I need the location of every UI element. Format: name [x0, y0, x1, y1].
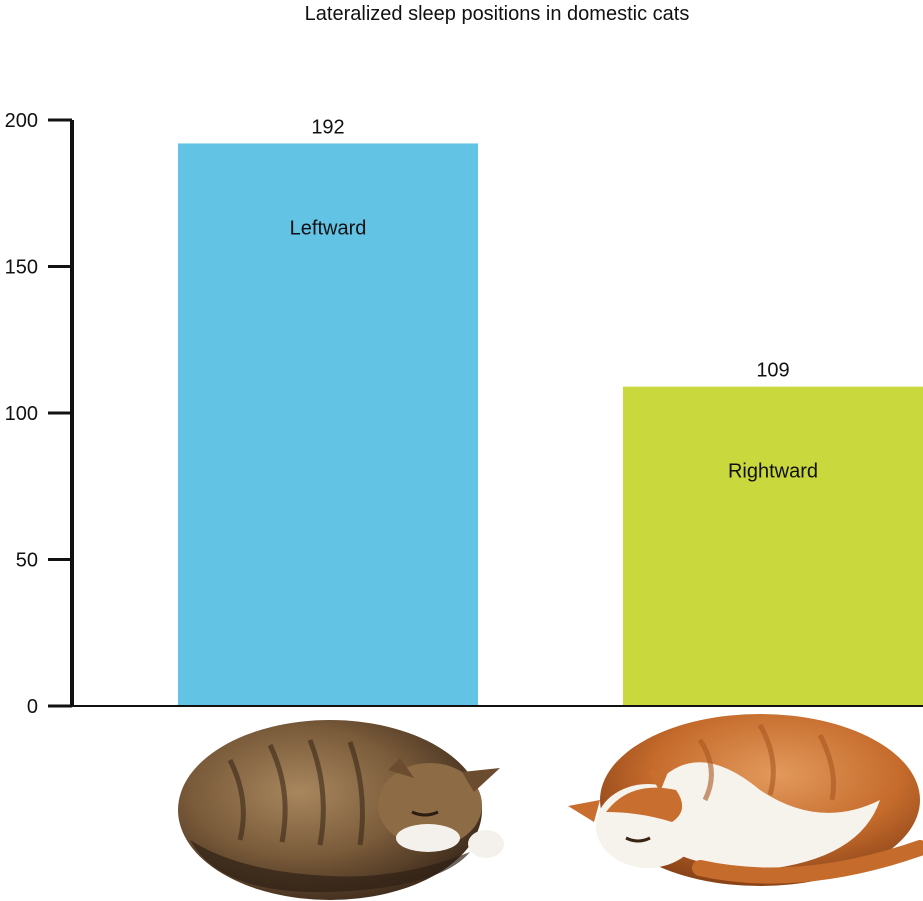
y-tick-label: 100 [5, 403, 38, 425]
y-tick-label: 200 [5, 110, 38, 132]
bar-labels: 192 Leftward 109 Rightward [290, 116, 818, 482]
chart-title: Lateralized sleep positions in domestic … [305, 3, 690, 25]
bars [178, 143, 923, 706]
data-label: 192 [311, 116, 344, 138]
y-tick-label: 150 [5, 257, 38, 279]
category-label: Leftward [290, 217, 367, 239]
orange-white-cat-illustration [568, 714, 923, 886]
bar-rightward [623, 386, 923, 706]
category-label: Rightward [728, 461, 818, 483]
tabby-cat-illustration [178, 720, 504, 900]
data-label: 109 [756, 360, 789, 382]
y-tick-label: 50 [16, 550, 38, 572]
y-tick-label: 0 [27, 696, 38, 718]
bar-leftward [178, 143, 478, 706]
y-axis: 0 50 100 150 200 [5, 110, 74, 718]
